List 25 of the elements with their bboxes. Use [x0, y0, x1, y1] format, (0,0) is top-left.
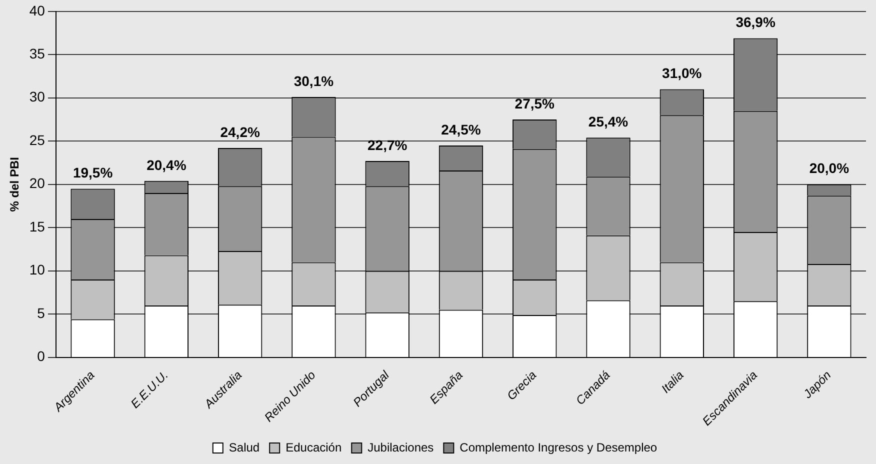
total-label: 20,0% [809, 160, 850, 176]
total-label: 20,4% [146, 156, 187, 173]
legend-label: Educación [286, 440, 342, 454]
total-label: 27,5% [514, 95, 556, 112]
legend-label: Salud [228, 440, 260, 454]
y-tick-label: 15 [29, 218, 46, 234]
y-tick-label: 25 [29, 132, 46, 148]
y-tick-label: 40 [29, 2, 46, 18]
y-axis-title: % del PBI [8, 157, 22, 212]
y-tick-label: 0 [37, 348, 46, 364]
total-label: 36,9% [736, 14, 776, 30]
y-tick-label: 20 [29, 175, 46, 192]
y-tick-label: 35 [29, 46, 46, 62]
y-tick-label: 30 [29, 88, 46, 105]
legend-label: Jubilaciones [368, 440, 434, 454]
total-label: 19,5% [72, 164, 114, 181]
y-tick-label: 5 [37, 304, 46, 321]
total-label: 30,1% [294, 72, 334, 89]
total-label: 25,4% [588, 114, 629, 130]
legend-label: Complemento Ingresos y Desempleo [460, 440, 658, 454]
total-label: 31,0% [662, 65, 702, 82]
y-tick-label: 10 [29, 262, 46, 278]
total-label: 24,2% [220, 124, 260, 140]
total-label: 24,5% [441, 121, 482, 138]
total-label: 22,7% [367, 136, 408, 153]
